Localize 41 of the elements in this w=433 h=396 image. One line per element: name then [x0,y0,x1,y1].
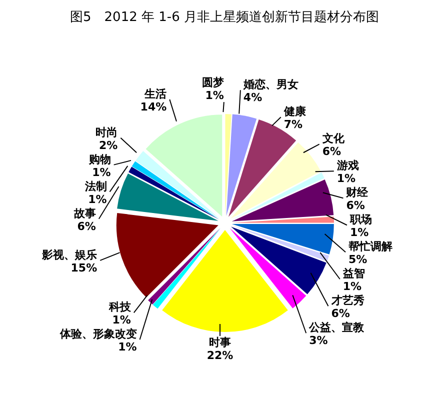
data-label: 1% [336,172,356,186]
slice-label: 购物 [88,152,111,166]
slice-label: 游戏 [336,159,359,172]
slice-label: 帮忙调解 [348,240,393,254]
slice-label: 婚恋、男女 [242,78,298,92]
slice-label: 故事 [72,206,96,220]
slice-label: 才艺秀 [330,294,364,308]
data-label: 1% [118,340,137,354]
slice-label: 法制 [84,180,107,193]
slice-label: 生活 [144,87,167,100]
data-label: 1% [92,166,111,179]
slice-label: 科技 [108,300,132,314]
data-label: 6% [346,199,365,212]
data-label: 15% [70,261,98,274]
slice-label: 益智 [342,267,365,280]
data-label: 7% [284,118,303,132]
slice-label: 财经 [345,186,370,200]
slice-label: 职场 [348,213,372,226]
data-label: 14% [140,100,167,114]
slice-label: 体验、形象改变 [58,328,137,341]
chart-title: 图5 2012 年 1-6 月非上星频道创新节目题材分布图 [69,9,380,27]
data-label: 1% [112,314,131,327]
slice-label: 影视、娱乐 [41,248,98,262]
slice-label: 公益、宣教 [308,321,366,334]
slice-label: 时事 [209,336,231,349]
data-label: 4% [243,91,262,104]
slice-label: 时尚 [96,126,118,139]
data-label: 6% [322,145,342,158]
slice-label: 文化 [321,132,346,146]
data-label: 1% [88,192,107,206]
data-label: 1% [205,89,224,102]
data-label: 3% [309,334,328,348]
slice-label: 圆梦 [202,76,225,90]
data-label: 1% [342,280,362,294]
slice-label: 健康 [282,105,307,118]
data-label: 22% [206,349,234,362]
data-label: 6% [331,307,350,320]
data-label: 2% [98,138,118,152]
data-label: 6% [77,220,96,233]
data-label: 1% [350,226,369,240]
data-label: 5% [348,253,368,266]
